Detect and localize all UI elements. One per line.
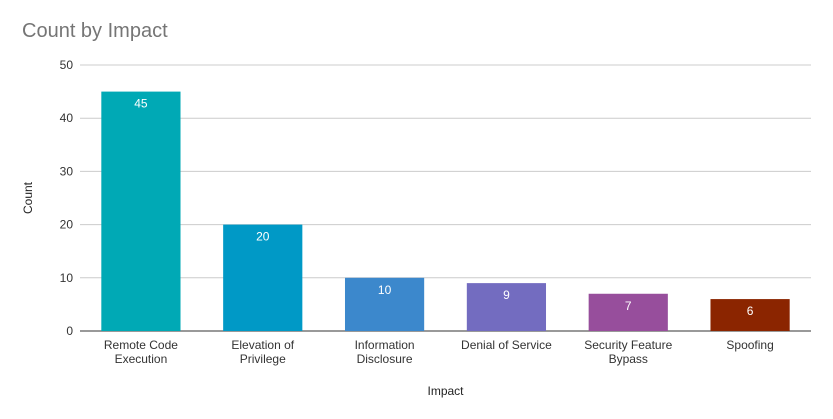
x-tick-label: Bypass	[609, 352, 648, 366]
bar	[101, 91, 181, 331]
chart-title: Count by Impact	[22, 20, 168, 42]
data-label: 7	[625, 299, 632, 313]
bar	[223, 224, 303, 331]
data-label: 10	[378, 283, 392, 297]
data-label: 6	[747, 304, 754, 318]
x-tick-label: Remote Code	[104, 338, 178, 352]
gridlines	[80, 64, 811, 332]
x-tick-label: Execution	[115, 352, 168, 366]
x-tick-label: Disclosure	[357, 352, 413, 366]
x-axis-title: Impact	[427, 384, 464, 398]
data-label: 9	[503, 288, 510, 302]
x-tick-label: Privilege	[240, 352, 286, 366]
y-tick-label: 20	[60, 218, 74, 232]
x-tick-label: Information	[355, 338, 415, 352]
data-label: 45	[134, 97, 148, 111]
y-tick-label: 50	[60, 58, 74, 72]
x-tick-label: Elevation of	[231, 338, 294, 352]
bars	[101, 91, 790, 331]
x-tick-label: Denial of Service	[461, 338, 552, 352]
bar	[710, 299, 790, 331]
y-tick-label: 10	[60, 271, 74, 285]
y-tick-label: 0	[66, 324, 73, 338]
bar	[344, 277, 425, 331]
bar	[466, 283, 547, 331]
x-tick-label: Spoofing	[726, 338, 773, 352]
y-tick-label: 40	[60, 111, 74, 125]
x-tick-label: Security Feature	[584, 338, 672, 352]
y-axis-title: Count	[21, 181, 35, 214]
bar	[588, 293, 668, 331]
y-tick-label: 30	[60, 164, 74, 178]
data-label: 20	[256, 230, 270, 244]
